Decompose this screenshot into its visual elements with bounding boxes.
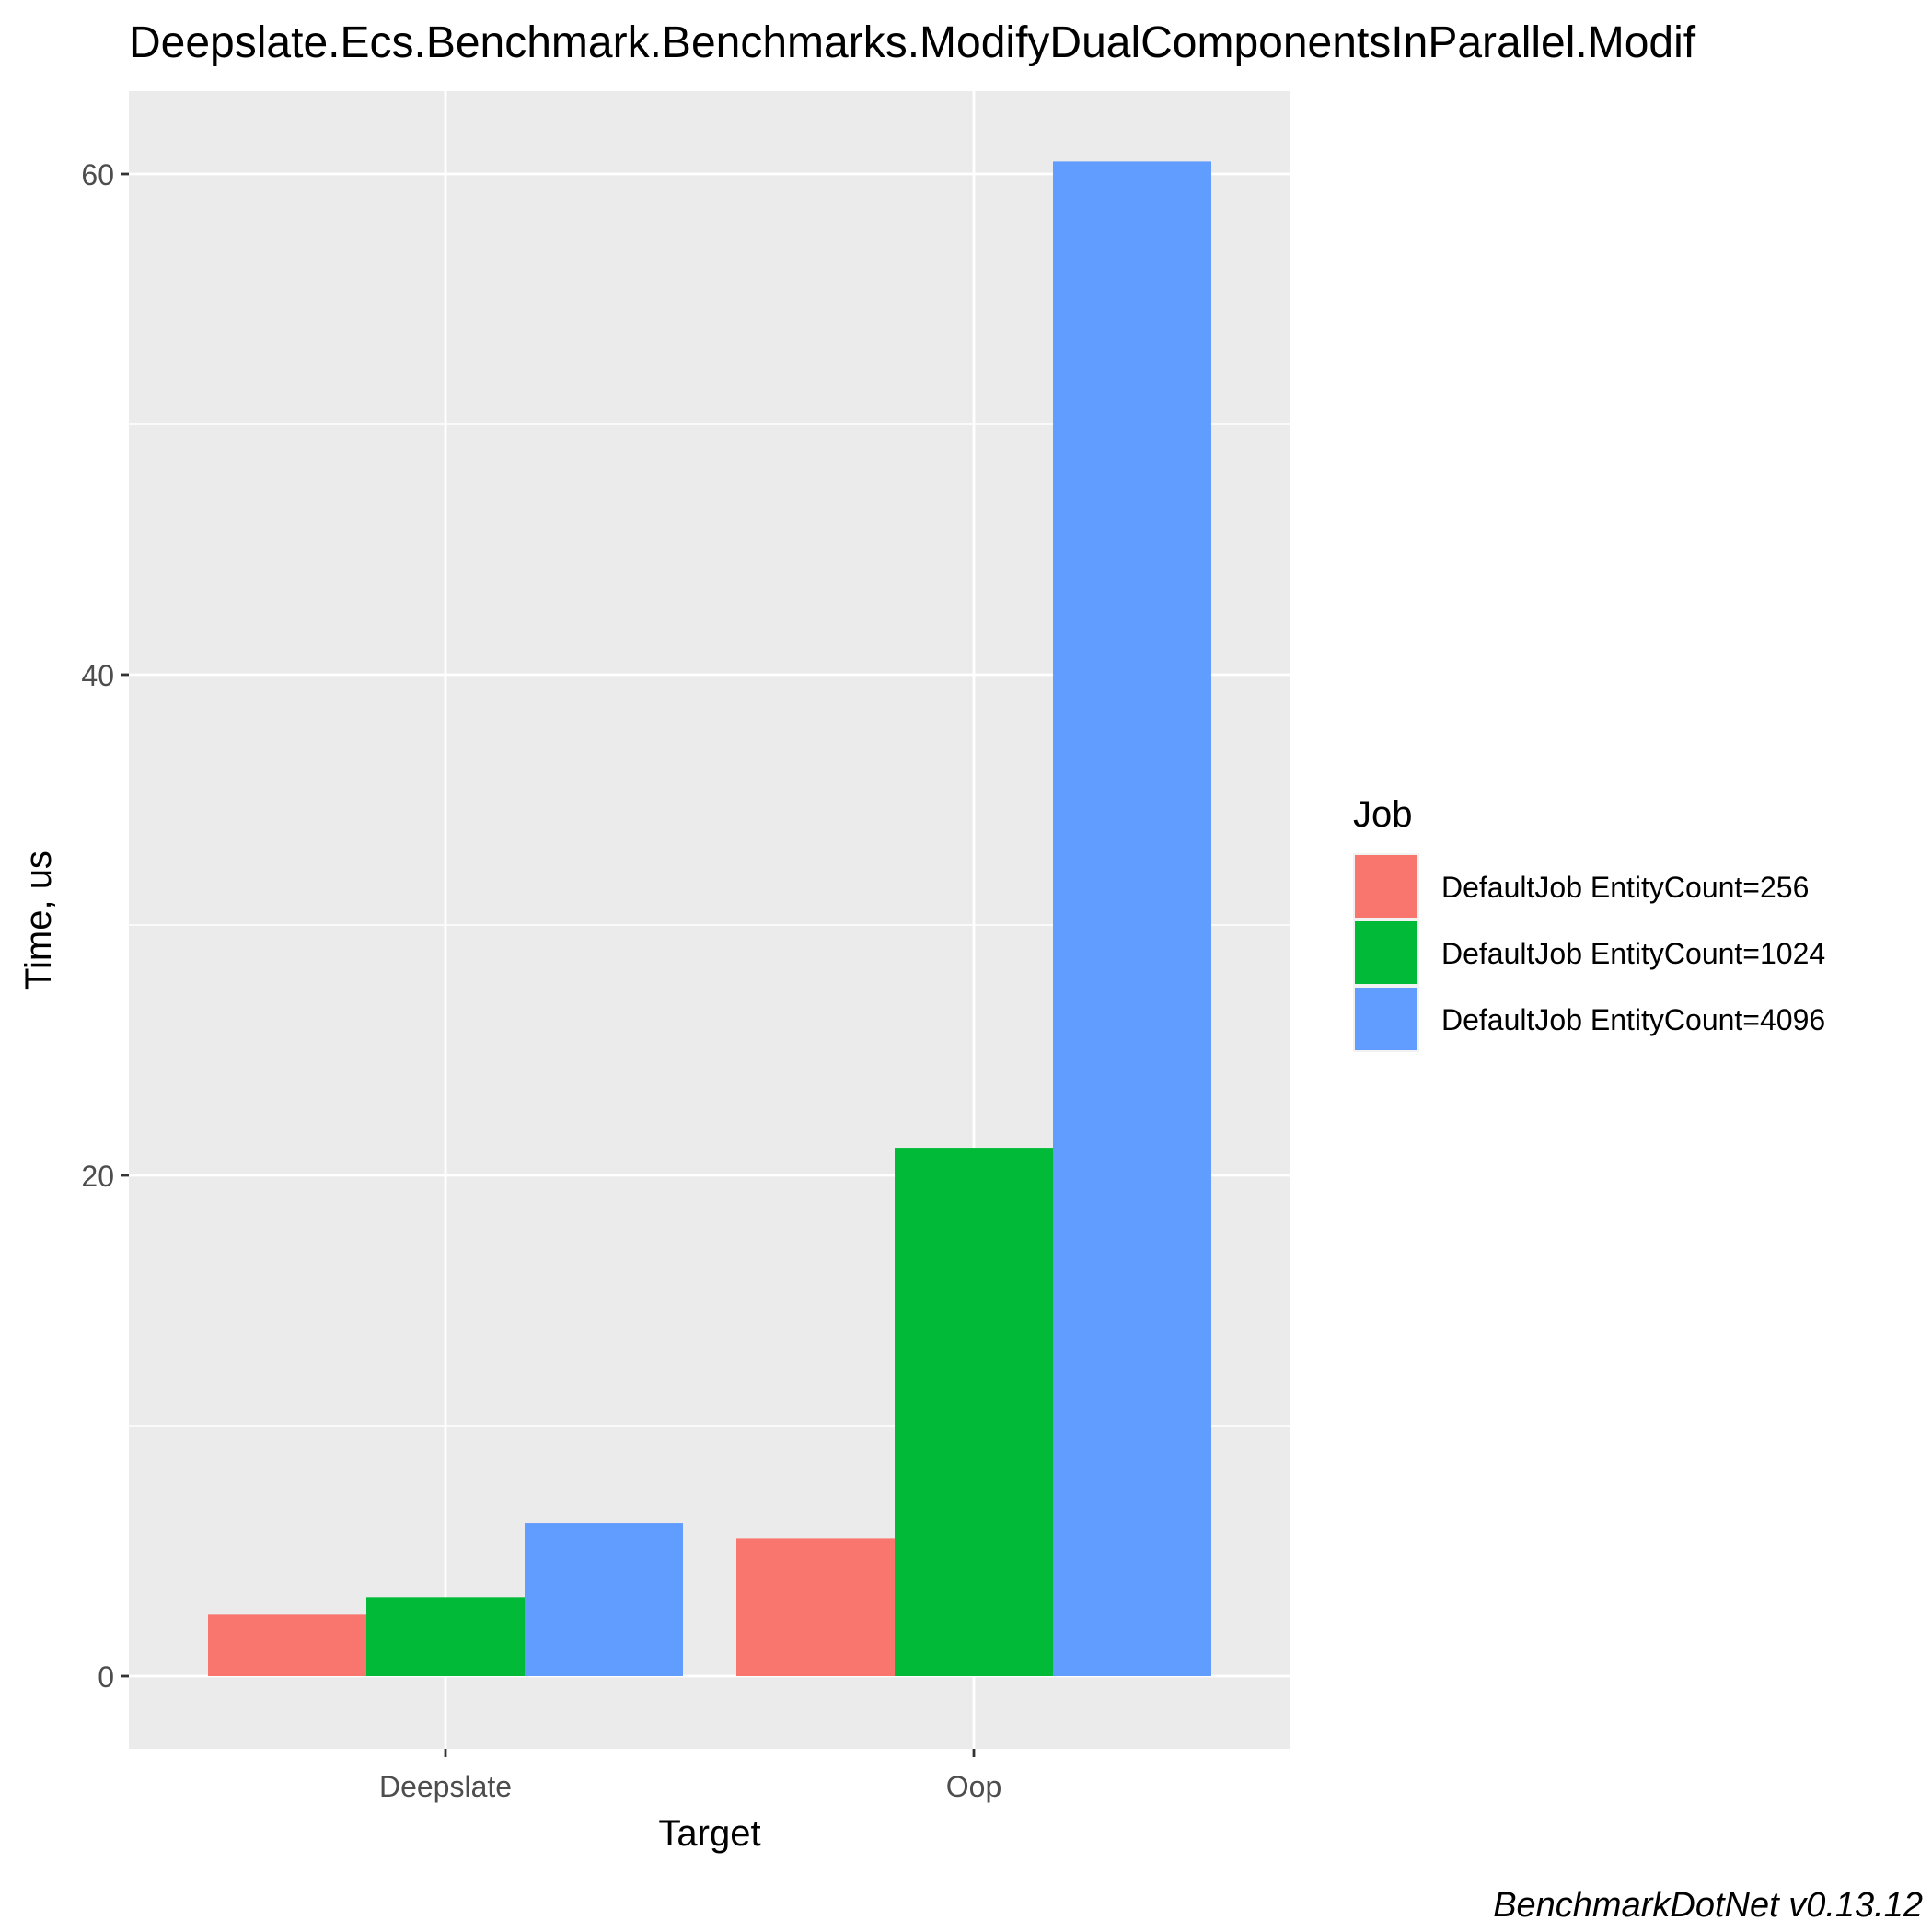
bar: [736, 1538, 895, 1676]
x-tick-label: Deepslate: [379, 1770, 512, 1803]
y-axis: 0 20 40 60: [81, 158, 129, 1694]
x-axis-title: Target: [658, 1813, 760, 1854]
bar: [1053, 161, 1211, 1676]
legend-title: Job: [1353, 794, 1413, 835]
y-tick-label: 40: [81, 659, 114, 692]
bar: [895, 1148, 1053, 1676]
x-axis: Deepslate Oop: [379, 1749, 1001, 1803]
bar: [208, 1614, 366, 1676]
bar: [366, 1597, 525, 1676]
chart-title: Deepslate.Ecs.Benchmark.Benchmarks.Modif…: [129, 18, 1696, 67]
caption: BenchmarkDotNet v0.13.12: [1493, 1886, 1923, 1925]
y-axis-title: Time, us: [18, 850, 59, 990]
x-tick-label: Oop: [946, 1770, 1001, 1803]
y-tick-label: 0: [98, 1660, 114, 1694]
legend: Job DefaultJob EntityCount=256 DefaultJob…: [1353, 794, 1825, 1052]
bars: [208, 161, 1211, 1676]
legend-key: [1355, 855, 1417, 918]
legend-key: [1355, 921, 1417, 984]
legend-key: [1355, 988, 1417, 1050]
y-tick-label: 20: [81, 1160, 114, 1193]
y-tick-label: 60: [81, 158, 114, 191]
legend-label: DefaultJob EntityCount=4096: [1441, 1003, 1825, 1036]
legend-label: DefaultJob EntityCount=256: [1441, 871, 1809, 904]
bar: [525, 1523, 683, 1676]
legend-label: DefaultJob EntityCount=1024: [1441, 937, 1825, 970]
